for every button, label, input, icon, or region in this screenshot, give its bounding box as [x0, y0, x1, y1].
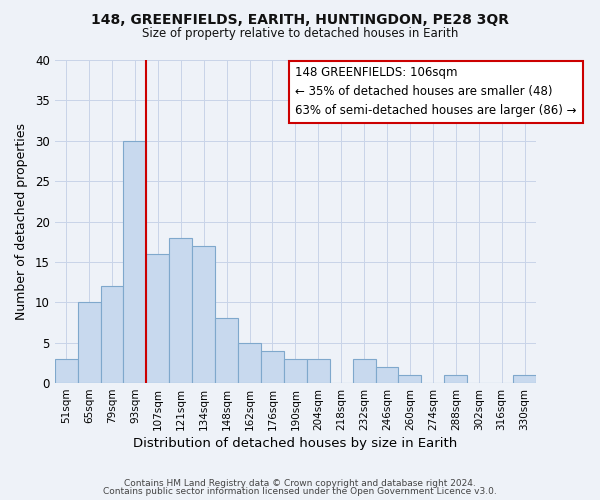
- Bar: [215, 318, 238, 383]
- Bar: [376, 367, 398, 383]
- Bar: [55, 359, 77, 383]
- Bar: [284, 359, 307, 383]
- Bar: [398, 375, 421, 383]
- Text: Size of property relative to detached houses in Earith: Size of property relative to detached ho…: [142, 28, 458, 40]
- Text: 148, GREENFIELDS, EARITH, HUNTINGDON, PE28 3QR: 148, GREENFIELDS, EARITH, HUNTINGDON, PE…: [91, 12, 509, 26]
- X-axis label: Distribution of detached houses by size in Earith: Distribution of detached houses by size …: [133, 437, 457, 450]
- Bar: [169, 238, 192, 383]
- Text: Contains public sector information licensed under the Open Government Licence v3: Contains public sector information licen…: [103, 487, 497, 496]
- Bar: [238, 342, 261, 383]
- Bar: [261, 351, 284, 383]
- Bar: [353, 359, 376, 383]
- Bar: [307, 359, 330, 383]
- Text: 148 GREENFIELDS: 106sqm
← 35% of detached houses are smaller (48)
63% of semi-de: 148 GREENFIELDS: 106sqm ← 35% of detache…: [295, 66, 577, 118]
- Bar: [445, 375, 467, 383]
- Bar: [77, 302, 101, 383]
- Bar: [124, 141, 146, 383]
- Bar: [101, 286, 124, 383]
- Bar: [192, 246, 215, 383]
- Bar: [146, 254, 169, 383]
- Y-axis label: Number of detached properties: Number of detached properties: [15, 123, 28, 320]
- Bar: [513, 375, 536, 383]
- Text: Contains HM Land Registry data © Crown copyright and database right 2024.: Contains HM Land Registry data © Crown c…: [124, 478, 476, 488]
